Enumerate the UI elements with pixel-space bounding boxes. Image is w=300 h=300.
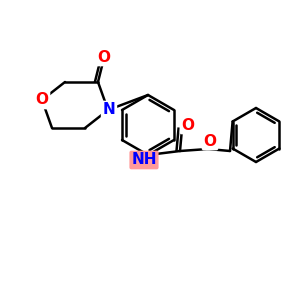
Text: O: O	[182, 118, 194, 133]
Text: O: O	[203, 134, 217, 148]
Text: N: N	[103, 103, 116, 118]
Text: O: O	[98, 50, 110, 64]
Text: NH: NH	[131, 152, 157, 167]
Text: O: O	[35, 92, 49, 107]
